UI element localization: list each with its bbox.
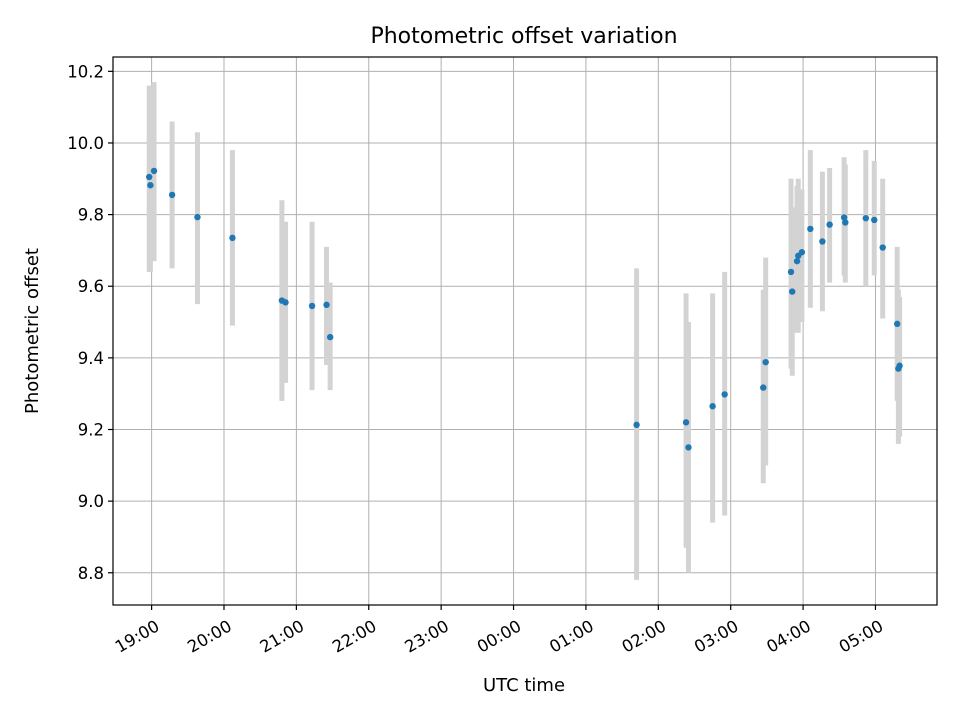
data-point [842,219,849,226]
data-point [709,403,716,410]
y-tick-label: 10.0 [67,134,104,153]
data-point [760,384,767,391]
y-tick-label: 9.0 [78,492,104,511]
x-axis-label: UTC time [483,675,565,696]
data-point [862,214,870,222]
y-axis-label: Photometric offset [22,248,43,414]
data-point [787,268,795,276]
data-point [682,419,690,426]
y-tick-label: 10.2 [67,62,104,81]
data-point [633,421,640,429]
y-tick-label: 9.6 [78,277,104,296]
data-point [896,362,903,369]
y-tick-label: 9.8 [78,206,104,225]
data-point [168,191,176,199]
data-point [819,238,826,245]
data-point [721,391,728,398]
data-point [762,358,769,366]
data-point [326,333,334,341]
plot-frame [112,56,938,606]
data-point [150,167,158,175]
data-point [145,173,153,181]
x-axis-ticks: 19:00 20:00 21:00 22:00 23:00 00:00 01:00 02:00… [112,605,887,657]
grid-lines [113,57,937,605]
data-point [840,214,848,221]
data-point [789,288,796,295]
y-axis-ticks: 8.8 9.0 9.2 9.4 9.6 9.8 10.0 10.2 [67,62,113,583]
error-bars [146,82,903,580]
data-point [798,249,806,256]
data-point [685,444,692,451]
x-tick-label: 21:00 [257,616,308,656]
x-tick-label: 20:00 [184,616,235,656]
x-tick-label: 19:00 [112,616,163,656]
data-point [893,320,901,328]
data-point [147,182,154,189]
y-tick-label: 8.8 [78,564,104,583]
data-points [145,167,903,451]
data-point [871,216,878,224]
x-tick-label: 01:00 [546,616,597,656]
data-point [323,301,330,309]
data-point [879,244,886,251]
x-tick-label: 04:00 [763,616,814,656]
x-tick-label: 02:00 [619,616,670,656]
data-point [793,257,801,265]
x-tick-label: 23:00 [401,616,452,656]
data-point [229,234,236,242]
data-point [282,299,289,306]
chart-title: Photometric offset variation [370,24,677,49]
x-tick-label: 05:00 [836,616,887,656]
data-point [826,221,833,228]
x-tick-label: 00:00 [474,616,525,656]
y-tick-label: 9.4 [78,349,104,368]
data-point [308,302,316,310]
y-tick-label: 9.2 [78,420,104,439]
x-tick-label: 22:00 [329,616,380,656]
x-tick-label: 03:00 [691,616,742,656]
data-point [807,225,814,233]
data-point [194,213,201,221]
